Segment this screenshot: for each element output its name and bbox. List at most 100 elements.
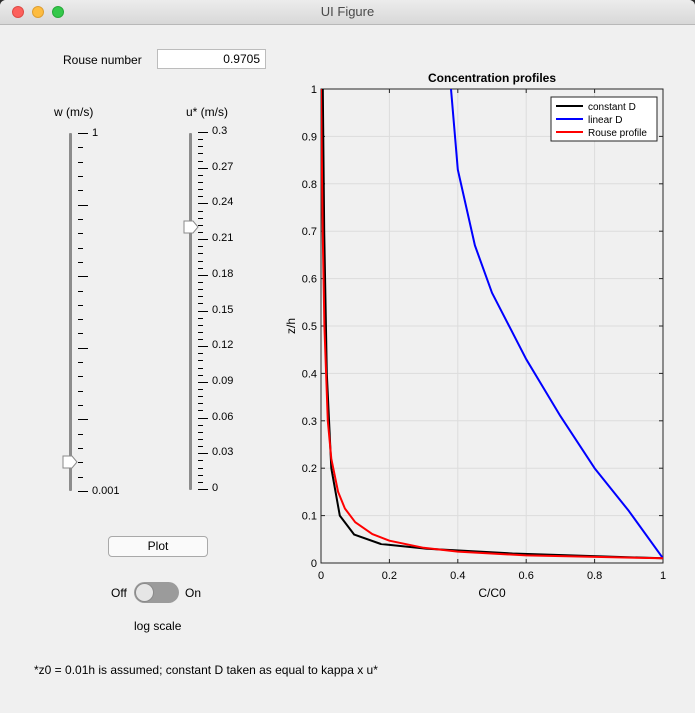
- u-slider-minor-tick: [198, 475, 203, 476]
- w-slider-minor-tick: [78, 262, 83, 263]
- w-slider-major-tick: [78, 491, 88, 492]
- u-slider-tick-label: 0.03: [212, 446, 234, 458]
- x-tick-label: 0.8: [587, 570, 602, 582]
- log-scale-toggle[interactable]: [134, 582, 179, 603]
- x-axis-label: C/C0: [478, 586, 506, 600]
- w-slider-minor-tick: [78, 448, 83, 449]
- y-tick-label: 0.9: [302, 131, 317, 143]
- chart-axis-ticks: 0 0.2 0.4 0.6 0.8 1 0 0.1 0.2 0.3 0.4 0.5 0.6 0.7 0.8 0…: [302, 84, 666, 582]
- u-slider-tick-label: 0.18: [212, 268, 234, 280]
- u-slider-minor-tick: [198, 375, 203, 376]
- w-slider-minor-tick: [78, 333, 83, 334]
- u-slider-major-tick: [198, 311, 208, 312]
- w-slider-label: w (m/s): [54, 105, 94, 119]
- u-slider-minor-tick: [198, 296, 203, 297]
- close-window-button[interactable]: [12, 6, 24, 18]
- w-slider-max-label: 1: [92, 127, 99, 139]
- u-slider-minor-tick: [198, 303, 203, 304]
- x-tick-label: 0.4: [450, 570, 465, 582]
- u-slider-minor-tick: [198, 432, 203, 433]
- title-bar[interactable]: UI Figure: [0, 0, 695, 25]
- u-slider-minor-tick: [198, 289, 203, 290]
- footnote: *z0 = 0.01h is assumed; constant D taken…: [34, 663, 378, 677]
- w-slider-minor-tick: [78, 176, 83, 177]
- rouse-number-label: Rouse number: [63, 53, 142, 67]
- u-slider-minor-tick: [198, 246, 203, 247]
- u-slider-minor-tick: [198, 368, 203, 369]
- w-slider-thumb[interactable]: [62, 455, 78, 469]
- w-slider-minor-tick: [78, 362, 83, 363]
- w-slider-minor-tick: [78, 319, 83, 320]
- u-slider-label: u* (m/s): [186, 105, 228, 119]
- u-slider-major-tick: [198, 275, 208, 276]
- u-slider-major-tick: [198, 132, 208, 133]
- y-tick-label: 0.6: [302, 274, 317, 286]
- w-slider-minor-tick: [78, 376, 83, 377]
- plot-button[interactable]: Plot: [108, 536, 208, 557]
- x-tick-label: 0.6: [519, 570, 534, 582]
- log-toggle-off-label: Off: [111, 586, 127, 600]
- u-slider-minor-tick: [198, 353, 203, 354]
- y-tick-label: 0.2: [302, 463, 317, 475]
- u-slider-minor-tick: [198, 282, 203, 283]
- u-slider-minor-tick: [198, 460, 203, 461]
- u-slider-major-tick: [198, 453, 208, 454]
- u-slider-minor-tick: [198, 360, 203, 361]
- w-slider-minor-tick: [78, 462, 83, 463]
- w-slider-minor-tick: [78, 248, 83, 249]
- chart-legend: constant D linear D Rouse profile: [550, 96, 658, 142]
- u-slider-minor-tick: [198, 196, 203, 197]
- u-slider-tick-label: 0.06: [212, 411, 234, 423]
- w-slider-minor-tick: [78, 434, 83, 435]
- minimize-window-button[interactable]: [32, 6, 44, 18]
- u-slider-minor-tick: [198, 318, 203, 319]
- y-tick-label: 0.5: [302, 321, 317, 333]
- u-slider-track[interactable]: [189, 133, 192, 490]
- zoom-window-button[interactable]: [52, 6, 64, 18]
- u-slider-major-tick: [198, 168, 208, 169]
- u-slider-minor-tick: [198, 396, 203, 397]
- log-toggle-on-label: On: [185, 586, 202, 600]
- chart-grid: [320, 88, 664, 564]
- series-line-linear-d: [450, 89, 663, 559]
- u-slider-tick-label: 0: [212, 482, 219, 494]
- w-slider-minor-tick: [78, 147, 83, 148]
- u-slider-minor-tick: [198, 389, 203, 390]
- u-slider-minor-tick: [198, 410, 203, 411]
- w-slider-major-tick: [78, 133, 88, 134]
- u-slider-major-tick: [198, 203, 208, 204]
- u-slider-thumb[interactable]: [183, 220, 199, 234]
- chart-title: Concentration profiles: [428, 71, 556, 85]
- u-slider-tick-label: 0.21: [212, 232, 234, 244]
- u-slider-major-tick: [198, 239, 208, 240]
- series-line-constant-d: [321, 89, 663, 560]
- u-slider-tick-label: 0.15: [212, 304, 234, 316]
- w-slider-minor-tick: [78, 305, 83, 306]
- y-tick-label: 0.1: [302, 511, 317, 523]
- w-slider-minor-tick: [78, 291, 83, 292]
- legend-entry-label: linear D: [588, 115, 622, 126]
- u-slider-minor-tick: [198, 225, 203, 226]
- w-slider-major-tick: [78, 276, 88, 277]
- y-tick-label: 0.4: [302, 368, 317, 380]
- u-slider-major-tick: [198, 489, 208, 490]
- u-slider-minor-tick: [198, 211, 203, 212]
- u-slider-major-tick: [198, 346, 208, 347]
- u-slider-minor-tick: [198, 253, 203, 254]
- x-tick-label: 0.2: [382, 570, 397, 582]
- u-slider-tick-label: 0.09: [212, 375, 234, 387]
- w-slider-minor-tick: [78, 477, 83, 478]
- w-slider-track[interactable]: [69, 133, 72, 491]
- u-slider-minor-tick: [198, 332, 203, 333]
- y-tick-label: 1: [311, 84, 317, 96]
- y-tick-label: 0: [311, 558, 317, 570]
- rouse-number-field[interactable]: 0.9705: [157, 49, 266, 69]
- u-slider-tick-label: 0.12: [212, 339, 234, 351]
- u-slider-minor-tick: [198, 268, 203, 269]
- u-slider-tick-label: 0.27: [212, 161, 234, 173]
- y-tick-label: 0.3: [302, 416, 317, 428]
- w-slider-major-tick: [78, 419, 88, 420]
- u-slider-minor-tick: [198, 261, 203, 262]
- w-slider-minor-tick: [78, 405, 83, 406]
